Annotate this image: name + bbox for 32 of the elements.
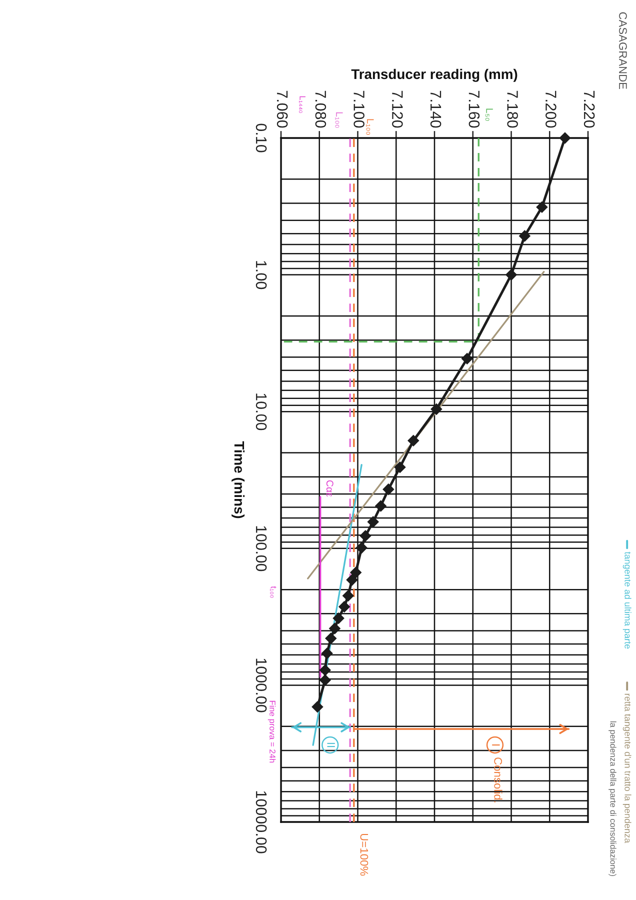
text: t₁₀₀ <box>270 586 276 598</box>
x-axis-title: Transducer reading (mm) <box>351 68 518 82</box>
text: CASAGRANDE <box>619 12 627 90</box>
text: la pendenza della parte di consolidazione) <box>608 721 616 876</box>
x-tick-label: 7.120 <box>392 90 403 128</box>
legend-label: retta tangente d'un tratto la pendenza <box>622 694 632 844</box>
legend-label: tangente ad ultima parte <box>622 552 632 649</box>
y-tick-label: 1000.00 <box>256 658 267 712</box>
text: Fine prova = 24h <box>268 700 276 762</box>
annotation: Cαε <box>326 480 334 497</box>
x-tick-label: 7.200 <box>546 90 556 128</box>
x-tick-label: 7.080 <box>315 90 326 128</box>
y-axis-title: Time (mins) <box>232 441 245 518</box>
annotation: L₅₀ <box>485 108 493 121</box>
annotation: U=100% <box>360 834 368 876</box>
x-tick-label: 7.180 <box>507 90 518 128</box>
x-tick-label: 7.140 <box>430 90 442 128</box>
text: L₁₄₄₀ <box>298 96 306 113</box>
y-tick-label: 100.00 <box>256 526 267 572</box>
x-tick-label: 7.060 <box>276 90 288 128</box>
annotation: II <box>327 742 335 748</box>
ref-line-label: L₁₀₀ <box>366 119 374 135</box>
x-tick-label: 7.160 <box>468 90 480 128</box>
ref-line-label: L₁₀₀ <box>335 112 343 128</box>
x-tick-label: 7.100 <box>354 90 364 128</box>
y-tick-label: 1.00 <box>256 261 267 290</box>
annotation: I <box>492 744 500 746</box>
y-tick-label: 10.00 <box>256 394 267 430</box>
x-tick-label: 7.220 <box>584 90 595 128</box>
y-tick-label: 10000.00 <box>256 791 267 854</box>
annotation: Consolid. <box>494 758 502 802</box>
y-tick-label: 0.10 <box>256 124 267 152</box>
